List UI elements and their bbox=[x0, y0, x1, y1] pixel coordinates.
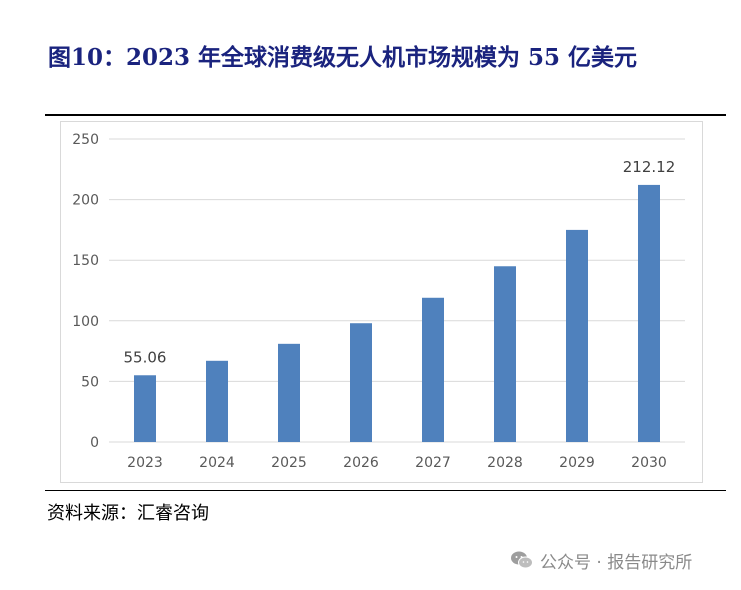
bar-2030 bbox=[638, 184, 660, 442]
x-tick-label: 2027 bbox=[415, 455, 451, 471]
data-label: 55.06 bbox=[124, 348, 167, 366]
bar-chart: 0 50 100 150 200 250 2023 55.06 2024 2025 2026 2027… bbox=[72, 132, 685, 471]
bar-2028 bbox=[494, 266, 516, 442]
source-note: 资料来源：汇睿咨询 bbox=[47, 503, 209, 524]
y-tick-label: 200 bbox=[72, 193, 99, 209]
bar-2029 bbox=[566, 229, 588, 442]
y-tick-label: 0 bbox=[90, 435, 99, 451]
x-tick-label: 2029 bbox=[559, 455, 595, 471]
chart-frame: 0 50 100 150 200 250 2023 55.06 2024 2025 2026 2027… bbox=[60, 121, 703, 483]
x-tick-label: 2026 bbox=[343, 455, 379, 471]
x-tick-label: 2025 bbox=[271, 455, 307, 471]
y-tick-label: 100 bbox=[72, 314, 99, 330]
y-tick-label: 250 bbox=[72, 132, 99, 148]
bar-2023 bbox=[134, 375, 156, 442]
bar-2024 bbox=[206, 360, 228, 442]
watermark-text: 公众号 · 报告研究所 bbox=[540, 552, 693, 573]
x-tick-label: 2024 bbox=[199, 455, 235, 471]
top-rule bbox=[45, 114, 726, 116]
y-tick-label: 150 bbox=[72, 253, 99, 269]
x-tick-label: 2023 bbox=[127, 455, 163, 471]
wechat-icon bbox=[511, 551, 533, 569]
watermark: 公众号 · 报告研究所 bbox=[510, 548, 693, 573]
bottom-rule bbox=[45, 490, 726, 491]
y-tick-label: 50 bbox=[81, 374, 99, 390]
x-tick-label: 2028 bbox=[487, 455, 523, 471]
bar-2025 bbox=[278, 343, 300, 442]
bar-2027 bbox=[422, 297, 444, 442]
figure-title: 图10：2023 年全球消费级无人机市场规模为 55 亿美元 bbox=[48, 44, 638, 71]
data-label: 212.12 bbox=[623, 158, 676, 176]
x-tick-label: 2030 bbox=[631, 455, 667, 471]
bar-2026 bbox=[350, 323, 372, 442]
